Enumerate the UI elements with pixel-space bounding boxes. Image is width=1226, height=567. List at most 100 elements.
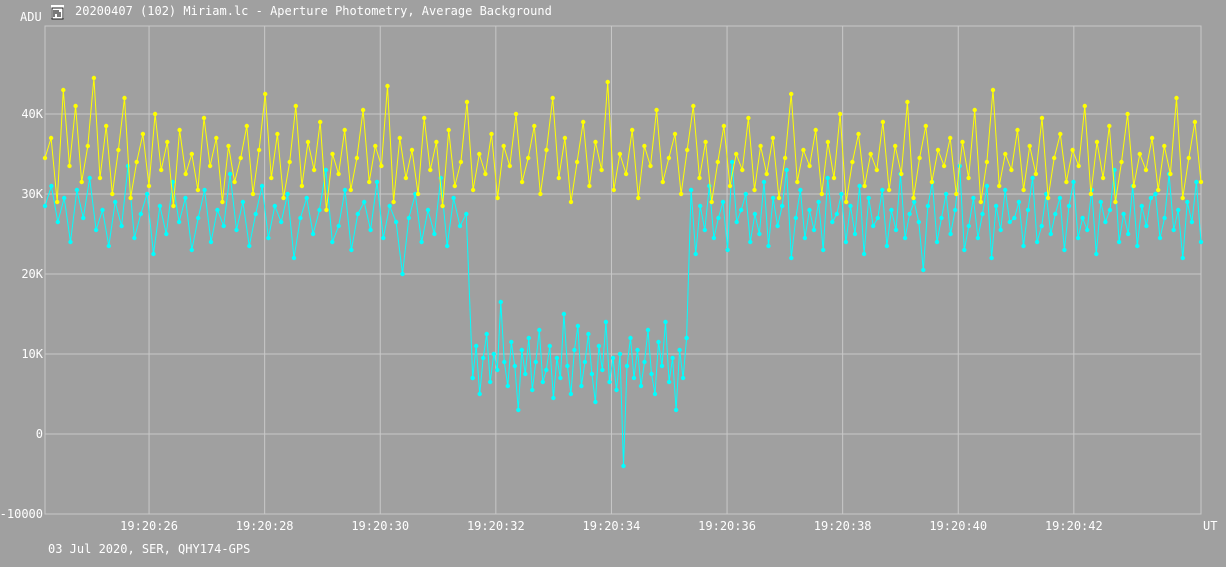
cyan-dip-point	[519, 347, 524, 353]
yellow-point	[281, 195, 286, 201]
cyan-dip-point	[617, 351, 623, 357]
cyan-dip-point	[526, 335, 531, 341]
yellow-point	[483, 171, 488, 177]
cyan-point	[843, 239, 849, 245]
cyan-point	[1007, 219, 1012, 225]
cyan-point	[406, 215, 412, 221]
cyan-point	[916, 219, 921, 225]
yellow-point	[201, 115, 207, 121]
cyan-point	[948, 231, 953, 237]
yellow-line	[44, 77, 1202, 211]
cyan-dip-point	[481, 355, 486, 361]
yellow-point	[874, 167, 879, 173]
cyan-point	[362, 199, 367, 205]
yellow-point	[807, 163, 812, 169]
y-tick-label: 20K	[21, 267, 43, 281]
x-tick-label: 19:20:36	[698, 519, 756, 533]
cyan-point	[716, 215, 721, 221]
yellow-point	[91, 75, 97, 81]
cyan-dip-point	[551, 395, 556, 401]
cyan-point	[1116, 239, 1122, 245]
yellow-point	[519, 179, 525, 185]
cyan-dip-point	[533, 359, 538, 365]
cyan-point	[966, 223, 971, 229]
yellow-point	[795, 179, 800, 185]
yellow-point	[97, 175, 103, 181]
yellow-point	[1076, 163, 1081, 169]
cyan-point	[693, 251, 698, 257]
yellow-point	[434, 139, 439, 145]
yellow-point	[183, 171, 188, 177]
cyan-point	[1107, 207, 1113, 213]
yellow-point	[275, 131, 280, 137]
cyan-point	[748, 239, 753, 245]
cyan-point	[157, 203, 163, 209]
cyan-dip-point	[645, 327, 651, 333]
cyan-point	[100, 207, 105, 213]
yellow-point	[1045, 195, 1051, 201]
yellow-point	[373, 143, 378, 149]
yellow-point	[770, 135, 776, 141]
cyan-dip-point	[488, 379, 493, 385]
y-tick-label: -10000	[0, 507, 43, 521]
yellow-point	[48, 135, 54, 141]
yellow-point	[605, 79, 610, 85]
yellow-point	[801, 147, 806, 153]
cyan-dip-point	[477, 391, 482, 397]
x-tick-label: 19:20:26	[120, 519, 178, 533]
cyan-point	[1103, 219, 1108, 225]
yellow-point	[599, 167, 604, 173]
cyan-point	[816, 199, 821, 205]
cyan-point	[132, 235, 137, 241]
app-icon[interactable]	[51, 5, 64, 20]
cyan-dip-line	[472, 301, 688, 467]
cyan-point	[119, 223, 124, 229]
cyan-point	[68, 239, 73, 245]
cyan-dip-point	[666, 379, 672, 385]
cyan-point	[93, 227, 99, 233]
cyan-dip-point	[589, 371, 595, 377]
cyan-point	[939, 215, 944, 221]
yellow-point	[972, 107, 977, 113]
cyan-point	[975, 235, 981, 241]
yellow-point	[1070, 147, 1075, 153]
yellow-point	[232, 179, 237, 185]
yellow-point	[1021, 187, 1026, 193]
yellow-point	[177, 127, 182, 133]
cyan-point	[971, 195, 976, 201]
yellow-point	[1033, 171, 1039, 177]
cyan-dip-point	[600, 367, 605, 373]
cyan-dip-point	[652, 391, 658, 397]
cyan-point	[1003, 187, 1008, 193]
cyan-point	[734, 219, 739, 225]
cyan-point	[368, 227, 373, 233]
yellow-point	[905, 99, 910, 105]
cyan-point	[1098, 199, 1104, 205]
yellow-point	[1100, 175, 1106, 181]
cyan-point	[247, 243, 252, 249]
yellow-point	[336, 171, 341, 177]
yellow-point	[1137, 151, 1143, 157]
cyan-point	[902, 235, 908, 241]
yellow-point	[256, 147, 262, 153]
cyan-point	[1121, 211, 1126, 217]
yellow-point	[990, 87, 996, 93]
cyan-point	[834, 211, 839, 217]
cyan-point	[743, 191, 748, 197]
cyan-dip-point	[659, 363, 665, 369]
yellow-point	[935, 147, 941, 153]
yellow-point	[678, 191, 684, 197]
cyan-dip-point	[530, 387, 535, 393]
cyan-point	[912, 199, 917, 205]
yellow-point	[1186, 155, 1192, 161]
cyan-point	[253, 211, 258, 217]
cyan-point	[893, 227, 899, 233]
x-axis-label: UT	[1203, 519, 1217, 533]
x-tick-label: 19:20:38	[814, 519, 872, 533]
cyan-dip-point	[579, 383, 584, 389]
cyan-dip-point	[495, 367, 500, 373]
yellow-point	[532, 123, 537, 129]
y-tick-label: 0	[36, 427, 43, 441]
yellow-point	[954, 191, 959, 197]
x-tick-label: 19:20:40	[929, 519, 987, 533]
